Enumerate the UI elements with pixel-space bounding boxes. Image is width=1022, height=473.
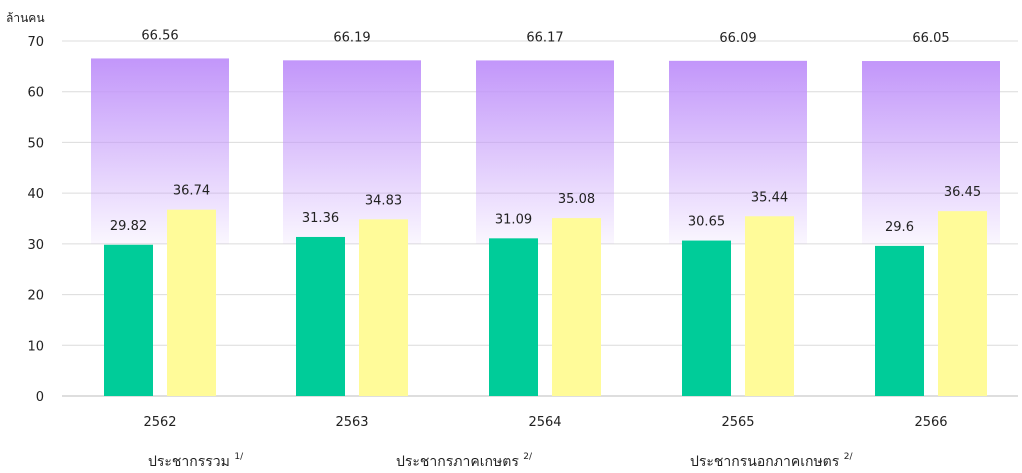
data-label-total-2564: 66.17 xyxy=(526,30,563,45)
legend-item: ประชากรนอกภาคเกษตร 2/ xyxy=(690,452,853,470)
bar-total-2563 xyxy=(283,60,421,244)
data-label-agri-2564: 31.09 xyxy=(495,212,532,227)
bar-nonagri-2562 xyxy=(167,209,216,396)
data-label-nonagri-2562: 36.74 xyxy=(173,184,210,199)
data-label-agri-2565: 30.65 xyxy=(688,215,725,230)
y-tick-label: 0 xyxy=(36,390,44,405)
legend: ประชากรรวม 1/ประชากรภาคเกษตร 2/ประชากรนอ… xyxy=(148,452,853,470)
data-label-total-2562: 66.56 xyxy=(141,28,178,43)
legend-footnote-marker: 1/ xyxy=(234,452,244,462)
x-tick-label: 2562 xyxy=(143,415,176,430)
y-unit-label: ล้านคน xyxy=(6,11,45,25)
legend-item: ประชากรรวม 1/ xyxy=(148,452,244,470)
data-label-total-2565: 66.09 xyxy=(719,31,756,46)
data-label-total-2566: 66.05 xyxy=(912,31,949,46)
y-tick-label: 20 xyxy=(27,289,44,304)
bar-nonagri-2564 xyxy=(552,218,601,396)
data-label-total-2563: 66.19 xyxy=(333,30,370,45)
legend-item: ประชากรภาคเกษตร 2/ xyxy=(396,452,533,470)
y-tick-label: 10 xyxy=(27,339,44,354)
bar-total-2565 xyxy=(669,60,807,244)
bar-agri-2565 xyxy=(682,240,731,396)
y-tick-label: 60 xyxy=(27,86,44,101)
legend-footnote-marker: 2/ xyxy=(844,452,854,462)
bar-agri-2564 xyxy=(489,238,538,396)
x-tick-label: 2565 xyxy=(721,415,754,430)
bar-agri-2563 xyxy=(296,236,345,396)
data-label-nonagri-2565: 35.44 xyxy=(751,190,788,205)
y-axis: 0 10 20 30 40 50 60 70 xyxy=(27,35,44,405)
data-label-nonagri-2563: 34.83 xyxy=(365,193,402,208)
data-label-agri-2563: 31.36 xyxy=(302,211,339,226)
data-labels: 66.56 29.82 36.74 66.19 31.36 34.83 66.17 31.09… xyxy=(110,28,981,234)
y-tick-label: 70 xyxy=(27,35,44,50)
bar-agri-2566 xyxy=(875,245,924,396)
x-tick-label: 2563 xyxy=(335,415,368,430)
bar-nonagri-2563 xyxy=(359,219,408,396)
y-tick-label: 40 xyxy=(27,187,44,202)
x-axis: 2562 2563 2564 2565 2566 xyxy=(143,415,947,430)
x-tick-label: 2566 xyxy=(914,415,947,430)
bar-total-2564 xyxy=(476,60,614,244)
legend-footnote-marker: 2/ xyxy=(523,452,533,462)
y-tick-label: 50 xyxy=(27,136,44,151)
data-label-nonagri-2564: 35.08 xyxy=(558,192,595,207)
bar-agri-2562 xyxy=(104,244,153,396)
y-tick-label: 30 xyxy=(27,238,44,253)
data-label-agri-2566: 29.6 xyxy=(885,220,914,235)
bars xyxy=(91,58,1000,396)
data-label-agri-2562: 29.82 xyxy=(110,219,147,234)
data-label-nonagri-2566: 36.45 xyxy=(944,185,981,200)
x-tick-label: 2564 xyxy=(528,415,561,430)
bar-nonagri-2565 xyxy=(745,216,794,396)
bar-nonagri-2566 xyxy=(938,211,987,396)
